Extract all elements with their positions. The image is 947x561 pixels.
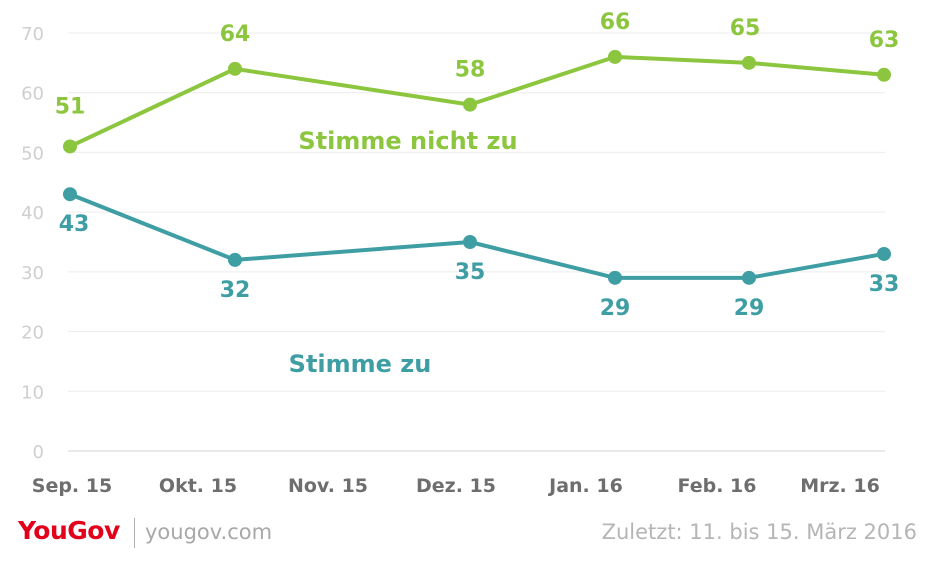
- x-tick-label: Sep. 15: [32, 475, 112, 497]
- data-label: 32: [220, 278, 251, 303]
- x-tick-label: Jan. 16: [547, 475, 623, 497]
- line-chart: 0 10 20 30 40 50 60 70 Sep. 15 Okt. 15 Nov. 15 Dez.…: [21, 10, 900, 497]
- x-tick-label: Dez. 15: [416, 475, 496, 497]
- data-label: 35: [455, 260, 486, 285]
- data-label: 65: [730, 16, 761, 41]
- x-tick-label: Feb. 16: [678, 475, 757, 497]
- data-point: [228, 252, 242, 267]
- x-tick-label: Okt. 15: [159, 475, 237, 497]
- data-label: 33: [869, 272, 900, 297]
- data-point: [63, 139, 77, 154]
- data-point: [742, 270, 756, 285]
- data-label: 63: [869, 28, 900, 53]
- yougov-logo: YouGov: [18, 516, 120, 545]
- data-label: 51: [55, 94, 86, 119]
- y-tick-label: 20: [21, 323, 44, 344]
- x-tick-label: Mrz. 16: [800, 475, 880, 497]
- series-line: [69, 192, 885, 280]
- series-name-label: Stimme zu: [289, 350, 432, 378]
- data-label: 29: [600, 296, 631, 321]
- data-label: 29: [734, 296, 765, 321]
- data-point: [608, 49, 622, 64]
- logo-divider: [134, 518, 135, 548]
- footer: YouGov yougov.com Zuletzt: 11. bis 15. M…: [0, 510, 947, 561]
- data-point: [608, 270, 622, 285]
- data-point: [63, 187, 77, 202]
- data-point: [877, 246, 891, 261]
- data-label: 64: [220, 22, 251, 47]
- y-tick-label: 10: [21, 382, 44, 403]
- data-point: [742, 55, 756, 70]
- x-tick-label: Nov. 15: [288, 475, 368, 497]
- series-name-label: Stimme nicht zu: [298, 127, 517, 155]
- data-point: [877, 67, 891, 82]
- y-tick-label: 50: [21, 143, 44, 164]
- y-tick-label: 60: [21, 84, 44, 105]
- y-tick-label: 30: [21, 263, 44, 284]
- website-link[interactable]: yougov.com: [145, 520, 273, 544]
- data-label: 43: [59, 212, 90, 237]
- data-label: 66: [600, 10, 631, 35]
- data-point: [463, 97, 477, 112]
- data-label: 58: [455, 58, 486, 83]
- series-line: [69, 54, 885, 149]
- data-point: [463, 235, 477, 249]
- last-updated-text: Zuletzt: 11. bis 15. März 2016: [601, 520, 917, 544]
- y-tick-label: 40: [21, 203, 44, 224]
- y-tick-label: 70: [21, 24, 44, 45]
- data-point: [228, 61, 242, 76]
- y-tick-label: 0: [33, 442, 44, 463]
